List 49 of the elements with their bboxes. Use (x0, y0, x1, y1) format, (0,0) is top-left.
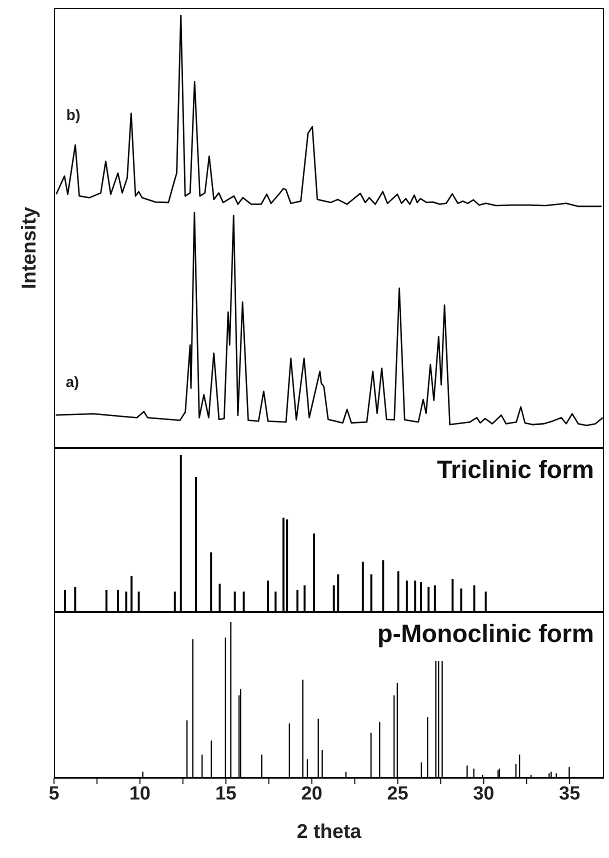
bar (218, 584, 221, 612)
bar (460, 588, 462, 612)
bar (473, 585, 476, 612)
bar (194, 476, 197, 612)
bar (414, 580, 416, 612)
x-tick-label: 25 (387, 783, 409, 804)
bar (452, 579, 454, 612)
bar (382, 560, 384, 612)
bar (174, 592, 176, 612)
bar (274, 592, 277, 612)
bar (313, 534, 316, 612)
bar (406, 580, 408, 612)
bar (370, 574, 372, 612)
bar (210, 552, 212, 612)
bar (296, 590, 298, 612)
bar (138, 592, 140, 612)
series-label: b) (66, 106, 80, 124)
x-axis-title: 2 theta (296, 821, 362, 843)
x-tick-label: 35 (559, 783, 581, 804)
bar (105, 590, 108, 612)
bar (282, 518, 284, 612)
y-axis-title: Intensity (18, 206, 42, 290)
bar (267, 580, 270, 612)
chart-title: Triclinic form (437, 456, 594, 485)
bar (428, 586, 430, 612)
x-tick-label: 5 (48, 783, 60, 804)
bar (180, 455, 182, 612)
bar (362, 562, 364, 612)
bar (332, 585, 335, 612)
bar (234, 592, 236, 612)
bar (420, 582, 422, 612)
bar (74, 586, 76, 612)
chart-title: p-Monoclinic form (377, 620, 594, 649)
bar (286, 519, 288, 612)
bar (397, 571, 400, 612)
bar (64, 590, 66, 612)
x-tick-label: 15 (215, 783, 237, 804)
bar (337, 574, 340, 612)
bar (434, 585, 436, 612)
series-label: a) (66, 374, 80, 391)
x-tick-label: 20 (301, 783, 322, 804)
x-tick-label: 30 (473, 783, 494, 804)
x-tick-label: 10 (129, 783, 151, 804)
bar (304, 585, 306, 612)
bar (130, 576, 133, 612)
bar (484, 592, 487, 612)
bar (116, 590, 119, 612)
bar (242, 592, 245, 612)
bar (125, 592, 128, 612)
